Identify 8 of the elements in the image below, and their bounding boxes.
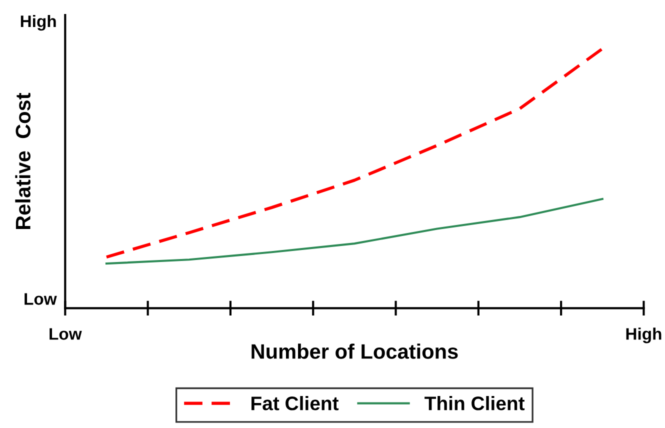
text: Low — [50, 328, 82, 340]
y-axis-title: Relative Cost — [15, 92, 30, 230]
legend-label: Thin Client — [424, 396, 525, 410]
text: Low — [24, 293, 57, 305]
legend-label: Fat Client — [252, 396, 339, 410]
text: High — [20, 14, 56, 31]
text: High — [626, 328, 662, 344]
x-axis-title: Number of Locations — [252, 344, 458, 359]
